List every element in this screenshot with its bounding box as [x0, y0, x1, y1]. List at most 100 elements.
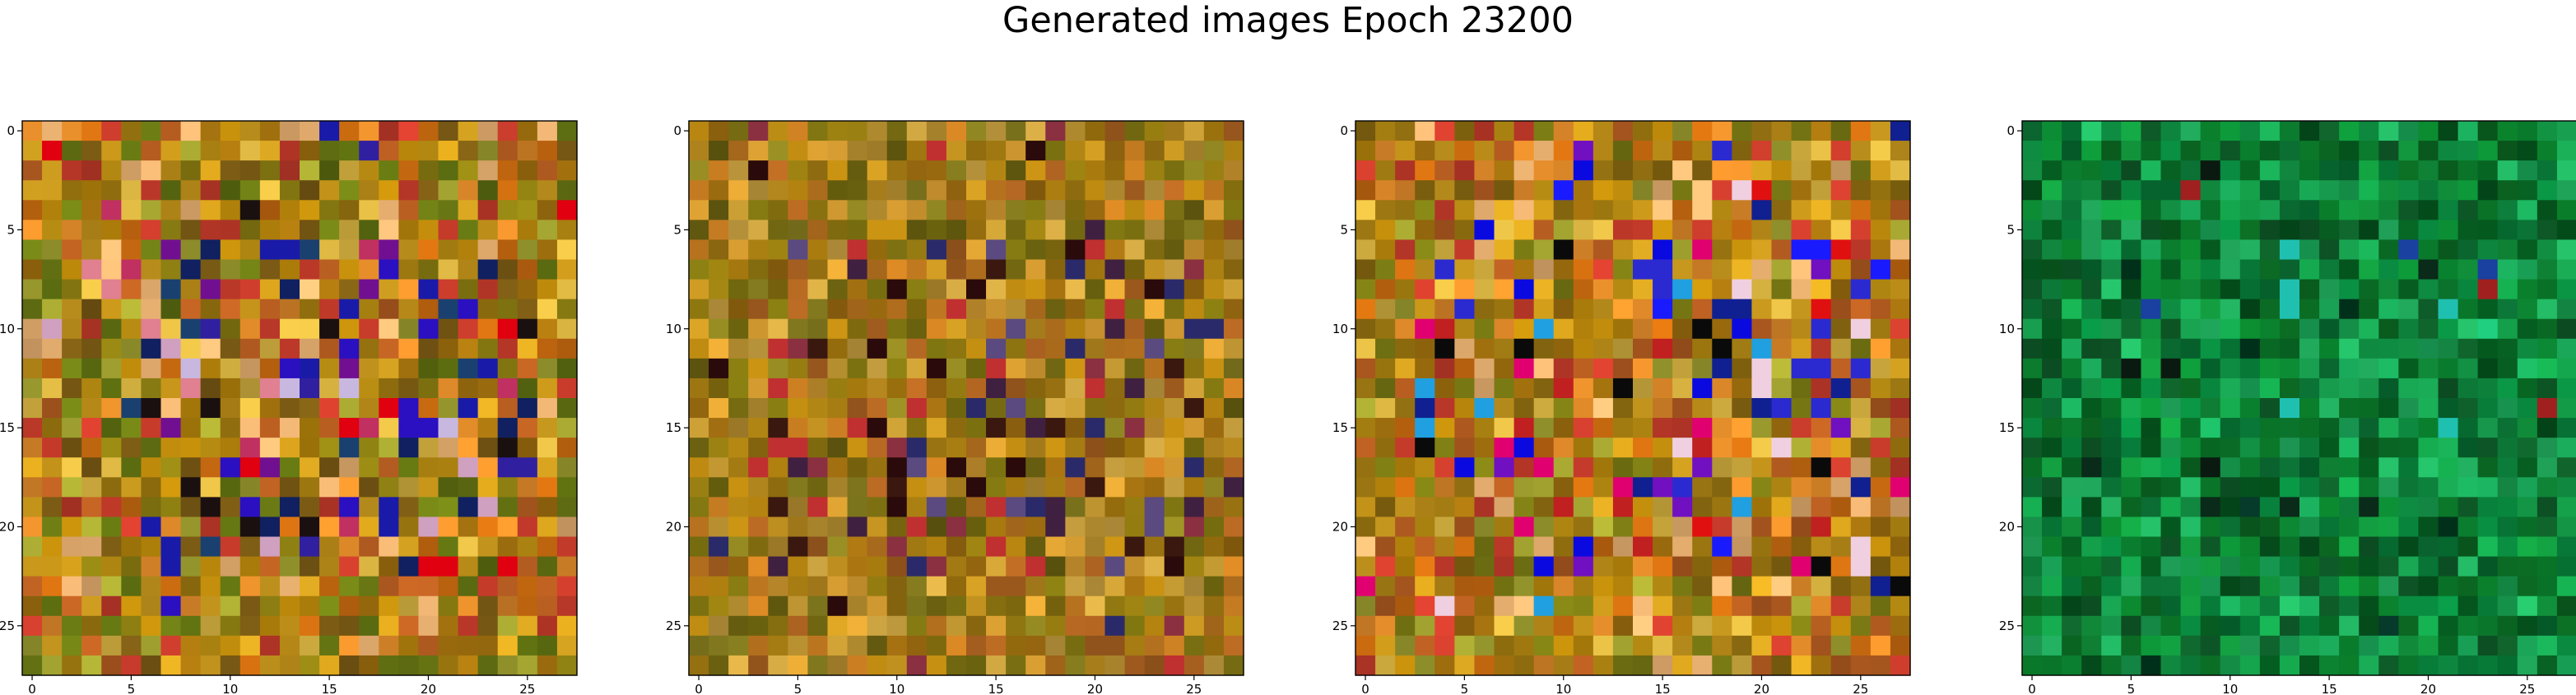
pixel-cell	[1104, 477, 1126, 498]
pixel-cell	[1732, 338, 1753, 359]
pixel-cell	[1573, 635, 1594, 656]
pixel-cell	[1223, 497, 1244, 518]
pixel-cell	[1653, 576, 1673, 597]
pixel-cell	[2062, 477, 2082, 498]
pixel-cell	[1533, 220, 1555, 241]
pixel-cell	[709, 318, 729, 340]
axes-frame	[2021, 120, 2576, 676]
pixel-cell	[339, 200, 360, 220]
pixel-cell	[2536, 200, 2558, 220]
pixel-cell	[847, 497, 868, 518]
pixel-cell	[1870, 121, 1891, 141]
pixel-cell	[1612, 141, 1634, 161]
pixel-cell	[689, 279, 709, 300]
pixel-cell	[81, 299, 102, 320]
pixel-cell	[497, 517, 518, 538]
pixel-cell	[1830, 358, 1852, 379]
pixel-cell	[2259, 299, 2281, 320]
pixel-cell	[1025, 418, 1046, 438]
pixel-cell	[2398, 338, 2420, 359]
pixel-cell	[689, 220, 709, 241]
pixel-cell	[1144, 338, 1165, 359]
pixel-cell	[1203, 615, 1225, 637]
x-tick-label: 25	[1853, 682, 1868, 695]
pixel-cell	[2042, 259, 2062, 280]
pixel-cell	[180, 318, 202, 340]
pixel-cell	[2042, 378, 2062, 399]
pixel-cell	[1085, 438, 1106, 458]
x-tick-label: 25	[519, 682, 535, 695]
pixel-cell	[1712, 160, 1732, 181]
pixel-cell	[2299, 279, 2320, 300]
pixel-cell	[1454, 556, 1476, 577]
pixel-cell	[62, 200, 82, 220]
pixel-cell	[1223, 338, 1244, 359]
pixel-cell	[2081, 497, 2102, 518]
pixel-cell	[1124, 595, 1146, 617]
pixel-cell	[42, 477, 63, 498]
pixel-cell	[300, 239, 320, 261]
pixel-cell	[319, 457, 340, 478]
pixel-cell	[2141, 418, 2162, 438]
pixel-cell	[827, 655, 849, 676]
pixel-cell	[807, 160, 829, 181]
pixel-cell	[497, 160, 518, 181]
pixel-cell	[101, 457, 122, 478]
pixel-cell	[537, 180, 558, 201]
pixel-cell	[2259, 477, 2281, 498]
pixel-cell	[2477, 615, 2499, 637]
pixel-cell	[438, 299, 459, 320]
pixel-cell	[1395, 318, 1416, 340]
pixel-cell	[1890, 160, 1911, 181]
pixel-cell	[438, 655, 459, 676]
pixel-cell	[2141, 358, 2162, 379]
pixel-cell	[101, 200, 122, 220]
pixel-cell	[220, 418, 241, 438]
pixel-cell	[2497, 398, 2518, 419]
y-tick-label: 5	[673, 222, 681, 237]
pixel-cell	[180, 615, 202, 637]
pixel-cell	[359, 517, 379, 538]
pixel-cell	[1006, 595, 1026, 617]
pixel-cell	[1434, 220, 1455, 241]
pixel-cell	[1751, 200, 1773, 220]
pixel-cell	[986, 536, 1007, 558]
pixel-cell	[2378, 595, 2399, 617]
pixel-cell	[101, 180, 122, 201]
pixel-cell	[379, 536, 399, 558]
pixel-cell	[141, 398, 162, 419]
pixel-cell	[339, 160, 360, 181]
pixel-cell	[1732, 180, 1753, 201]
pixel-cell	[1164, 497, 1185, 518]
pixel-cell	[1434, 497, 1455, 518]
pixel-cell	[788, 536, 809, 558]
pixel-cell	[1593, 279, 1614, 300]
pixel-cell	[81, 180, 102, 201]
pixel-cell	[2259, 536, 2281, 558]
pixel-cell	[477, 259, 499, 280]
pixel-cell	[788, 358, 809, 379]
pixel-cell	[1850, 517, 1872, 538]
pixel-cell	[2536, 239, 2558, 261]
pixel-cell	[1124, 457, 1146, 478]
pixel-cell	[2378, 299, 2399, 320]
pixel-cell	[2279, 239, 2300, 261]
pixel-cell	[2022, 299, 2043, 320]
pixel-cell	[1203, 477, 1225, 498]
pixel-cell	[1514, 655, 1535, 676]
pixel-cell	[359, 398, 379, 419]
pixel-cell	[121, 318, 142, 340]
pixel-cell	[1144, 259, 1165, 280]
pixel-cell	[2160, 220, 2182, 241]
pixel-cell	[709, 497, 729, 518]
pixel-cell	[2438, 378, 2459, 399]
pixel-cell	[2121, 438, 2142, 458]
pixel-cell	[2042, 438, 2062, 458]
pixel-cell	[768, 279, 788, 300]
pixel-cell	[279, 180, 300, 201]
pixel-cell	[1375, 299, 1396, 320]
pixel-cell	[1653, 121, 1673, 141]
pixel-cell	[1771, 299, 1793, 320]
pixel-cell	[319, 358, 340, 379]
pixel-cell	[1653, 477, 1673, 498]
